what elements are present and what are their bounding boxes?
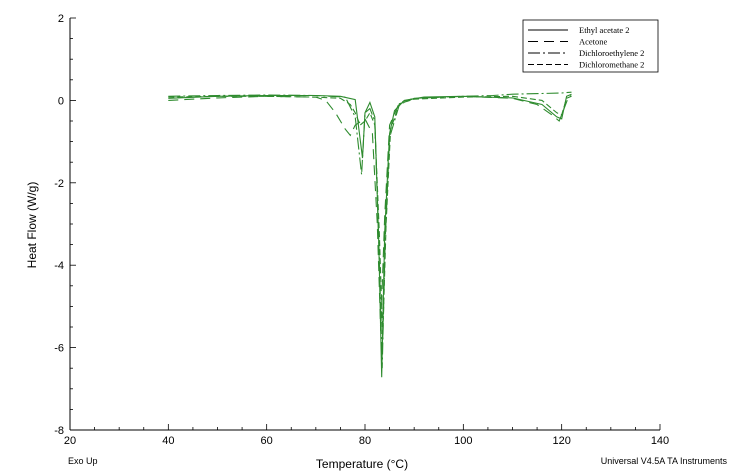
series-curves — [168, 91, 572, 378]
legend-label: Dichloroethylene 2 — [579, 48, 644, 58]
footer-exo-up: Exo Up — [68, 456, 98, 466]
y-tick-label: -6 — [54, 343, 64, 355]
y-tick-label: -2 — [54, 178, 64, 190]
x-axis-title: Temperature (°C) — [316, 457, 408, 471]
legend-label: Ethyl acetate 2 — [579, 25, 630, 35]
series-line-3 — [168, 91, 572, 369]
y-tick-label: -8 — [54, 425, 64, 437]
x-tick-label: 80 — [359, 435, 371, 447]
y-tick-label: -4 — [54, 260, 64, 272]
legend-box — [522, 19, 659, 73]
series-line-1 — [168, 93, 572, 378]
legend-label: Dichloromethane 2 — [579, 60, 644, 70]
y-axis-title: Heat Flow (W/g) — [25, 182, 39, 269]
y-tick-label: 2 — [58, 13, 64, 25]
legend-label: Acetone — [579, 37, 608, 47]
series-line-2 — [168, 94, 572, 332]
x-tick-label: 140 — [651, 435, 669, 447]
x-tick-label: 120 — [552, 435, 570, 447]
x-tick-label: 60 — [261, 435, 273, 447]
x-tick-label: 20 — [64, 435, 76, 447]
x-tick-label: 40 — [162, 435, 174, 447]
series-line-4 — [168, 95, 572, 340]
x-tick-label: 100 — [454, 435, 472, 447]
footer-instrument: Universal V4.5A TA Instruments — [600, 456, 727, 466]
y-tick-label: 0 — [58, 95, 64, 107]
